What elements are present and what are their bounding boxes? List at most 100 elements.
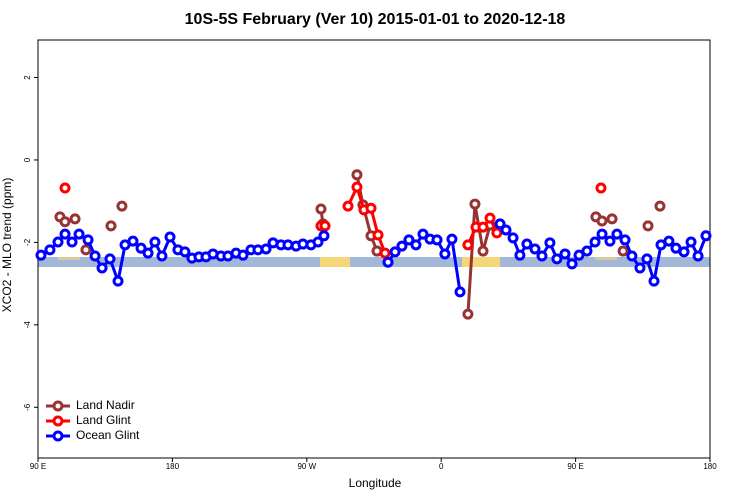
data-point [596,215,608,227]
ocean-strip [38,257,710,267]
data-point [89,250,101,262]
legend-marker [52,415,64,427]
data-point [156,250,168,262]
data-point [403,234,415,246]
data-point [491,227,503,239]
data-point [59,182,71,194]
data-point [642,220,654,232]
data-point [595,182,607,194]
data-point [454,286,466,298]
data-point [581,245,593,257]
data-point [469,198,481,210]
data-point [551,253,563,265]
x-tick-label: 180 [703,462,717,471]
data-point [439,248,451,260]
data-point [372,229,384,241]
data-point [396,240,408,252]
data-point [342,200,354,212]
data-point [611,228,623,240]
data-point [670,242,682,254]
data-point [566,258,578,270]
data-point [692,250,704,262]
data-point [149,236,161,248]
data-point [494,218,506,230]
chart-title: 10S-5S February (Ver 10) 2015-01-01 to 2… [185,11,566,28]
legend-label: Ocean Glint [76,428,140,442]
legend-label: Land Glint [76,413,131,427]
data-point [116,200,128,212]
data-point [417,228,429,240]
x-tick-label: 90 E [567,462,583,471]
plot-frame [37,39,711,459]
x-tick-label: 90 W [297,462,316,471]
data-point [59,216,71,228]
data-point [382,256,394,268]
x-tick-label: 180 [166,462,180,471]
data-point [80,244,92,256]
data-point [312,236,324,248]
data-point [589,236,601,248]
data-point [237,249,249,261]
data-point [365,202,377,214]
data-point [410,239,422,251]
data-point [44,244,56,256]
data-point [351,181,363,193]
data-point [559,248,571,260]
data-point [700,230,712,242]
data-point [648,275,660,287]
data-point [73,228,85,240]
data-point [641,253,653,265]
data-point [626,250,638,262]
data-point [654,200,666,212]
data-point [573,249,585,261]
data-point [82,234,94,246]
y-tick-label: 2 [23,75,32,80]
data-point [179,246,191,258]
data-point [142,247,154,259]
data-point [606,213,618,225]
data-point [69,213,81,225]
land-strip [58,257,80,260]
data-point [319,220,331,232]
data-point [521,238,533,250]
data-point [619,234,631,246]
data-point [484,212,496,224]
y-tick-label: -6 [23,403,32,411]
data-point [431,234,443,246]
data-point [462,308,474,320]
data-point [35,249,47,261]
land-strip [320,257,350,267]
legend-marker [52,430,64,442]
map-strip [38,257,710,267]
y-tick-label: -4 [23,321,32,329]
data-point [678,246,690,258]
land-strip [595,257,617,260]
data-point [634,262,646,274]
data-point [318,230,330,242]
data-point [544,237,556,249]
x-tick-label: 90 E [30,462,46,471]
x-axis-label: Longitude [349,476,402,490]
land-strip [462,257,500,267]
data-point [104,253,116,265]
data-point [529,243,541,255]
data-point [500,224,512,236]
data-point [96,262,108,274]
data-point [260,243,272,255]
data-point [514,249,526,261]
series-line [321,187,601,253]
data-point [604,235,616,247]
data-point [112,275,124,287]
data-point [135,242,147,254]
data-point [446,233,458,245]
data-point [52,236,64,248]
data-point [477,245,489,257]
data-point [536,250,548,262]
data-point [315,203,327,215]
data-point [617,245,629,257]
data-point [127,235,139,247]
data-point [66,236,78,248]
x-tick-label: 0 [439,462,444,471]
